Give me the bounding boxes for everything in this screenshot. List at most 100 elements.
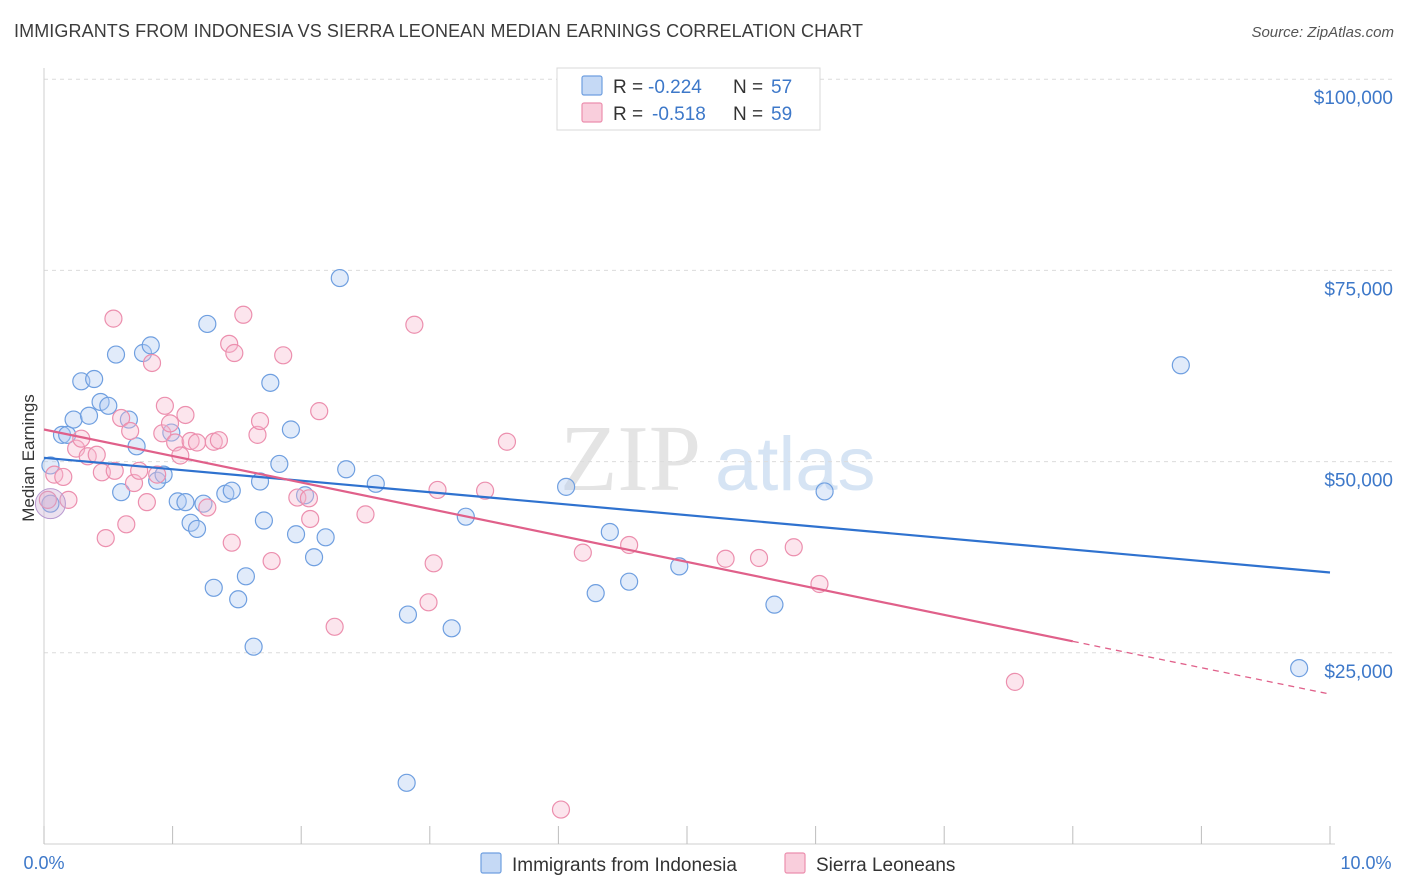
indonesia-point-7 <box>85 369 104 389</box>
indonesia-point-22 <box>187 519 207 539</box>
sierra-leone-point-37 <box>262 551 281 571</box>
sierra-leone-point-48 <box>428 480 447 500</box>
indonesia-point-9 <box>99 396 118 415</box>
legend-n-label-2: N = <box>733 104 763 125</box>
sierra-leone-point-57 <box>1005 672 1025 691</box>
sierra-leone-point-3 <box>59 490 78 509</box>
sierra-leone-trend-line <box>43 428 1074 643</box>
indonesia-point-53 <box>765 595 784 614</box>
sierra-leone-point-41 <box>301 509 320 529</box>
sierra-leone-point-47 <box>424 554 443 573</box>
sierra-leone-point-35 <box>248 425 267 444</box>
sierra-leone-point-38 <box>274 346 293 365</box>
indonesia-point-20 <box>176 493 195 512</box>
series-swatch-indonesia <box>480 852 502 874</box>
sierra-leone-point-43 <box>325 617 344 636</box>
legend-r-label-2: R = <box>613 104 643 125</box>
sierra-leone-point-19 <box>148 465 167 484</box>
sierra-leone-point-9 <box>96 528 115 548</box>
legend-r-value-1: -0.224 <box>648 77 702 98</box>
sierra-leone-point-20 <box>153 424 172 443</box>
indonesia-point-24 <box>198 314 217 334</box>
indonesia-point-30 <box>244 637 263 656</box>
correlation-legend: R = -0.224 N = 57 R = -0.518 N = 59 <box>556 67 821 131</box>
indonesia-point-33 <box>261 373 280 392</box>
sierra-leone-point-32 <box>222 533 241 552</box>
trend-lines <box>43 428 1331 695</box>
indonesia-point-50 <box>620 572 639 591</box>
sierra-leone-point-50 <box>497 432 517 451</box>
x-ticks <box>43 826 1331 844</box>
indonesia-point-27 <box>222 481 241 500</box>
series-legend: Immigrants from Indonesia Sierra Leonean… <box>480 852 955 876</box>
sierra-leone-point-25 <box>176 405 195 425</box>
y-tick-label-1: $75,000 <box>1324 279 1393 300</box>
indonesia-point-54 <box>815 482 834 501</box>
sierra-leone-point-31 <box>220 334 239 353</box>
sierra-leone-point-12 <box>112 408 131 428</box>
sierra-leone-point-0 <box>38 490 57 509</box>
sierra-leone-point-18 <box>142 353 162 373</box>
indonesia-point-44 <box>398 605 418 624</box>
sierra-leone-point-13 <box>117 515 136 534</box>
sierra-leone-point-55 <box>784 538 803 557</box>
sierra-leone-point-46 <box>419 593 438 612</box>
sierra-leone-point-40 <box>299 489 319 508</box>
indonesia-point-1 <box>41 456 60 475</box>
sierra-leone-point-33 <box>225 343 244 363</box>
indonesia-point-15 <box>141 336 160 355</box>
sierra-leone-point-28 <box>198 498 217 517</box>
sierra-leone-point-30 <box>209 431 228 450</box>
sierra-leone-point-34 <box>234 305 253 324</box>
sierra-leone-point-36 <box>250 411 270 431</box>
indonesia-point-19 <box>168 492 187 511</box>
legend-swatch-sierra-leone <box>581 102 603 123</box>
sierra-leone-point-26 <box>181 431 200 451</box>
x-tick-label-max: 10.0% <box>1340 853 1391 873</box>
sierra-leone-point-14 <box>121 421 140 441</box>
indonesia-point-41 <box>337 460 356 479</box>
indonesia-point-17 <box>154 465 173 484</box>
sierra-leone-point-52 <box>573 543 592 562</box>
sierra-leone-point-42 <box>310 402 329 421</box>
indonesia-point-48 <box>586 584 605 603</box>
sierra-leone-point-44 <box>356 505 375 524</box>
indonesia-point-25 <box>204 578 223 597</box>
source-label: Source: ZipAtlas.com <box>1251 24 1394 41</box>
sierra-leone-point-54 <box>749 548 769 568</box>
indonesia-point-47 <box>557 477 576 496</box>
indonesia-point-36 <box>286 525 306 544</box>
sierra-leone-point-2 <box>54 467 73 487</box>
sierra-leone-point-11 <box>105 461 124 480</box>
sierra-leone-point-45 <box>405 315 424 334</box>
indonesia-point-6 <box>79 406 99 425</box>
indonesia-point-38 <box>304 548 324 567</box>
sierra-leone-point-27 <box>187 433 207 452</box>
indonesia-point-32 <box>254 511 274 530</box>
indonesia-point-45 <box>442 619 461 638</box>
y-tick-label-2: $50,000 <box>1324 471 1393 492</box>
sierra-leone-point-58 <box>716 549 735 568</box>
sierra-leone-point-49 <box>475 481 495 500</box>
y-tick-labels: $100,000 $75,000 $50,000 $25,000 <box>1314 88 1393 683</box>
series-label-sierra-leone: Sierra Leoneans <box>816 855 955 876</box>
indonesia-point-56 <box>1290 659 1309 678</box>
legend-r-value-2: -0.518 <box>652 104 706 125</box>
legend-n-label-1: N = <box>733 77 763 98</box>
chart-title: IMMIGRANTS FROM INDONESIA VS SIERRA LEON… <box>14 21 864 41</box>
indonesia-point-35 <box>281 420 301 439</box>
sierra-leone-point-21 <box>155 396 174 415</box>
series-swatch-sierra-leone <box>784 852 806 874</box>
indonesia-point-39 <box>316 528 335 547</box>
y-axis-label: Median Earnings <box>19 394 38 522</box>
legend-r-label-1: R = <box>613 77 643 98</box>
legend-n-value-1: 57 <box>771 77 792 98</box>
indonesia-trend-line <box>43 456 1331 574</box>
series-label-indonesia: Immigrants from Indonesia <box>512 855 737 876</box>
indonesia-point-40 <box>330 268 349 288</box>
indonesia-point-29 <box>236 567 256 586</box>
indonesia-point-42 <box>366 474 385 493</box>
sierra-leone-point-51 <box>551 800 571 819</box>
legend-swatch-indonesia <box>581 75 603 96</box>
